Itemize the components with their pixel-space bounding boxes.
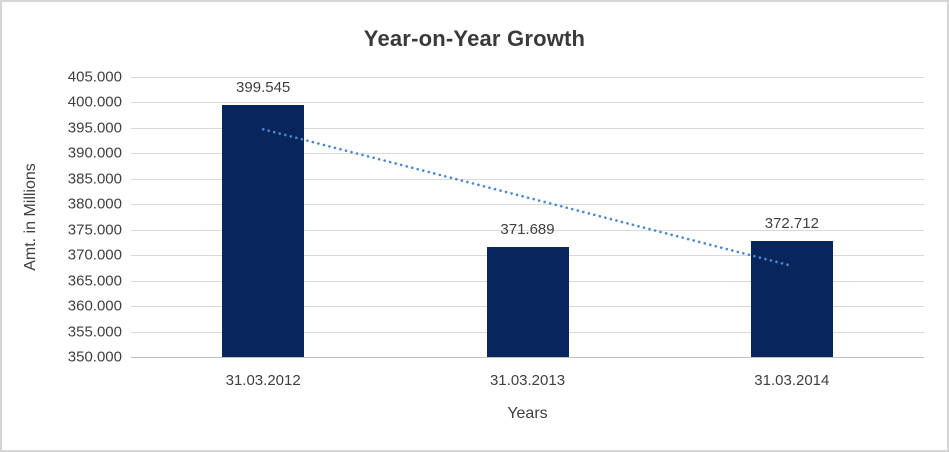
bar-value-label: 371.689 bbox=[500, 220, 555, 238]
x-axis-line bbox=[131, 357, 924, 358]
y-axis-tick-label: 350.000 bbox=[67, 348, 122, 366]
bar bbox=[222, 104, 305, 357]
y-axis-tick-label: 385.000 bbox=[67, 170, 122, 188]
trendline bbox=[261, 127, 794, 268]
bar bbox=[750, 241, 833, 357]
trendline-path bbox=[261, 127, 794, 268]
y-axis-tick-label: 395.000 bbox=[67, 119, 122, 137]
gridline bbox=[131, 179, 924, 180]
y-axis-tick-label: 405.000 bbox=[67, 68, 122, 86]
y-axis-tick-label: 380.000 bbox=[67, 195, 122, 213]
x-axis-tick-label: 31.03.2013 bbox=[489, 372, 566, 389]
plot-area: 405.000 400.000 395.000 390.000 385.000 380.0… bbox=[68, 69, 924, 389]
y-axis-tick-label: 360.000 bbox=[67, 297, 122, 315]
gridline bbox=[131, 204, 924, 205]
y-axis-tick-label: 365.000 bbox=[67, 272, 122, 290]
x-axis-tick-label: 31.03.2014 bbox=[754, 372, 830, 389]
gridline bbox=[131, 102, 924, 103]
bar-value-label: 399.545 bbox=[236, 78, 291, 96]
gridline bbox=[131, 153, 924, 154]
chart-title: Year-on-Year Growth bbox=[363, 26, 586, 51]
y-axis-tick-label: 355.000 bbox=[67, 323, 122, 341]
y-axis-tick-label: 375.000 bbox=[67, 221, 122, 239]
bar-value-label: 372.712 bbox=[764, 215, 819, 233]
gridline bbox=[131, 128, 924, 129]
bar bbox=[486, 246, 569, 357]
y-axis-tick-label: 390.000 bbox=[67, 144, 122, 162]
gridline bbox=[131, 230, 924, 231]
x-axis-title: Years bbox=[507, 405, 548, 422]
gridline bbox=[131, 77, 924, 78]
x-axis-tick-label: 31.03.2012 bbox=[225, 372, 301, 389]
y-axis-tick-label: 370.000 bbox=[67, 246, 122, 264]
y-axis-tick-label: 400.000 bbox=[67, 93, 122, 111]
